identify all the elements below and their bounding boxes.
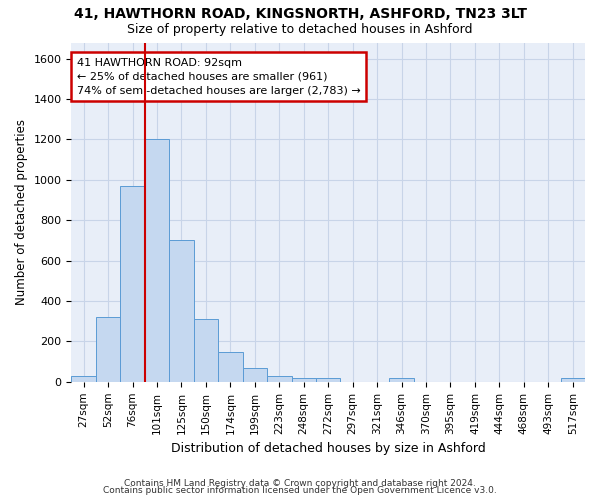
Bar xyxy=(292,378,316,382)
Bar xyxy=(145,140,169,382)
Bar xyxy=(194,319,218,382)
Text: Contains HM Land Registry data © Crown copyright and database right 2024.: Contains HM Land Registry data © Crown c… xyxy=(124,478,476,488)
Text: Contains public sector information licensed under the Open Government Licence v3: Contains public sector information licen… xyxy=(103,486,497,495)
Y-axis label: Number of detached properties: Number of detached properties xyxy=(15,119,28,305)
Bar xyxy=(218,352,242,382)
Bar xyxy=(96,317,121,382)
Bar xyxy=(389,378,414,382)
Bar xyxy=(121,186,145,382)
Text: 41, HAWTHORN ROAD, KINGSNORTH, ASHFORD, TN23 3LT: 41, HAWTHORN ROAD, KINGSNORTH, ASHFORD, … xyxy=(74,8,527,22)
Bar xyxy=(316,378,340,382)
Bar xyxy=(267,376,292,382)
X-axis label: Distribution of detached houses by size in Ashford: Distribution of detached houses by size … xyxy=(171,442,485,455)
Bar xyxy=(242,368,267,382)
Text: Size of property relative to detached houses in Ashford: Size of property relative to detached ho… xyxy=(127,22,473,36)
Text: 41 HAWTHORN ROAD: 92sqm
← 25% of detached houses are smaller (961)
74% of semi-d: 41 HAWTHORN ROAD: 92sqm ← 25% of detache… xyxy=(77,58,360,96)
Bar xyxy=(71,376,96,382)
Bar xyxy=(560,378,585,382)
Bar xyxy=(169,240,194,382)
